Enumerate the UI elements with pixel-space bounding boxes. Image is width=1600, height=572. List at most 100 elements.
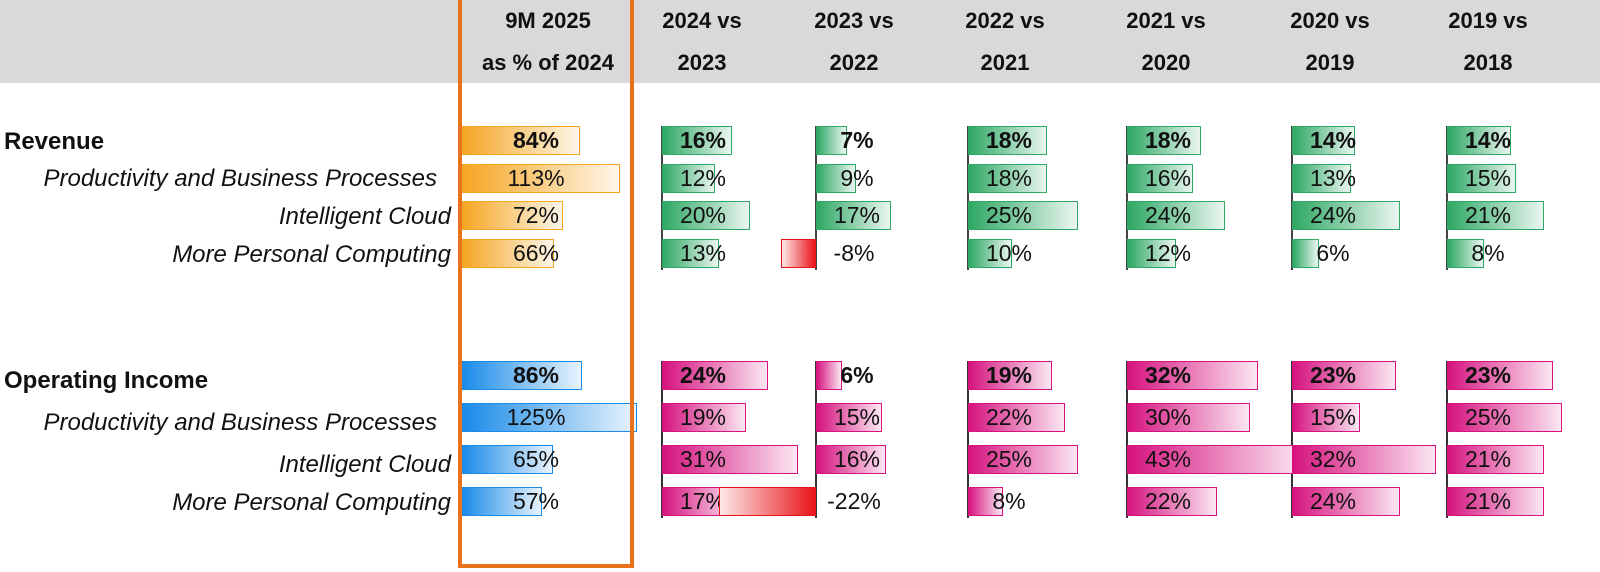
bar — [719, 487, 816, 516]
value-label: 22% — [1144, 488, 1192, 514]
value-label: 6% — [1316, 240, 1350, 266]
bar — [1292, 126, 1355, 155]
column-header-line2: 2020 — [1141, 50, 1191, 75]
bar — [662, 126, 733, 155]
header-band — [0, 0, 1600, 83]
value-label: 13% — [1309, 165, 1357, 191]
bar — [662, 361, 768, 390]
zero-axis — [1291, 126, 1293, 270]
value-label: 12% — [1144, 240, 1192, 266]
value-label: 31% — [679, 446, 727, 472]
bar — [1292, 239, 1319, 268]
value-label: 14% — [1464, 127, 1512, 153]
value-label: 25% — [1464, 404, 1512, 430]
value-label: 125% — [506, 404, 566, 430]
value-label: 18% — [985, 165, 1033, 191]
value-label: 32% — [1144, 362, 1192, 388]
bar — [780, 239, 816, 268]
value-label: 43% — [1144, 446, 1192, 472]
zero-axis — [1126, 361, 1128, 518]
column-header-line1: 2022 vs — [965, 8, 1045, 33]
value-label: 25% — [985, 446, 1033, 472]
value-label: 16% — [1144, 165, 1192, 191]
value-label: 24% — [679, 362, 727, 388]
value-label: 20% — [679, 202, 727, 228]
value-label: 6% — [840, 362, 874, 388]
column-header-line2: 2021 — [980, 50, 1030, 75]
bar — [816, 164, 856, 193]
bar — [1127, 201, 1226, 230]
highlight-box — [458, 0, 634, 568]
zero-axis — [967, 126, 969, 270]
bar — [968, 361, 1052, 390]
column-header-line2: 2018 — [1463, 50, 1513, 75]
column-header-line1: 2024 vs — [662, 8, 742, 33]
value-label: 18% — [1144, 127, 1192, 153]
value-label: 21% — [1464, 488, 1512, 514]
value-label: 19% — [679, 404, 727, 430]
value-label: 72% — [512, 202, 560, 228]
column-header: 9M 2025 as % of 2024 — [458, 0, 638, 83]
column-header-line1: 2020 vs — [1290, 8, 1370, 33]
bar — [1447, 361, 1553, 390]
group-title: Revenue — [4, 128, 105, 155]
bar — [1447, 445, 1544, 474]
value-label: 7% — [840, 127, 874, 153]
value-label: 23% — [1464, 362, 1512, 388]
value-label: 24% — [1144, 202, 1192, 228]
column-header-line1: 2019 vs — [1448, 8, 1528, 33]
value-label: 9% — [840, 165, 874, 191]
value-label: 65% — [512, 446, 560, 472]
bar — [662, 164, 715, 193]
zero-axis — [1291, 361, 1293, 518]
value-label: 8% — [1471, 240, 1505, 266]
value-label: 10% — [985, 240, 1033, 266]
column-header: 2021 vs 2020 — [1076, 0, 1256, 83]
column-header-line2: 2019 — [1305, 50, 1355, 75]
bar — [462, 487, 542, 516]
bar — [968, 445, 1078, 474]
bar — [1447, 487, 1544, 516]
bar — [1127, 239, 1177, 268]
bar — [462, 361, 583, 390]
zero-axis — [1126, 126, 1128, 270]
column-header-line2: as % of 2024 — [481, 50, 615, 75]
bar — [1447, 403, 1562, 432]
bar — [1447, 239, 1484, 268]
bar — [968, 126, 1048, 155]
bar — [662, 201, 750, 230]
zero-axis — [1446, 126, 1448, 270]
column-header-line1: 2023 vs — [814, 8, 894, 33]
bar — [462, 239, 555, 268]
value-label: 8% — [992, 488, 1026, 514]
zero-axis — [661, 126, 663, 270]
segment-label: Intelligent Cloud — [278, 451, 451, 478]
column-header-line2: 2023 — [677, 50, 727, 75]
value-label: -22% — [827, 488, 881, 514]
value-label: 86% — [512, 362, 560, 388]
bar — [1447, 201, 1544, 230]
segment-label: Intelligent Cloud — [278, 203, 451, 230]
segment-label: Productivity and Business Processes — [43, 409, 437, 436]
bar — [462, 445, 553, 474]
bar — [816, 445, 887, 474]
value-label: 66% — [512, 240, 560, 266]
bar — [968, 164, 1048, 193]
bar — [1292, 164, 1351, 193]
segment-label: More Personal Computing — [172, 241, 451, 268]
value-label: 14% — [1309, 127, 1357, 153]
group-title: Operating Income — [4, 367, 209, 394]
zero-axis — [967, 361, 969, 518]
value-label: 12% — [679, 165, 727, 191]
bar — [1127, 403, 1250, 432]
bar — [1292, 361, 1396, 390]
value-label: 16% — [679, 127, 727, 153]
segment-label: Productivity and Business Processes — [43, 165, 437, 192]
bar — [816, 126, 847, 155]
column-header: 2024 vs 2023 — [612, 0, 792, 83]
value-label: 16% — [833, 446, 881, 472]
value-label: -8% — [833, 240, 875, 266]
column-header-line1: 9M 2025 — [505, 8, 591, 33]
bar — [462, 201, 563, 230]
bar — [1127, 361, 1259, 390]
